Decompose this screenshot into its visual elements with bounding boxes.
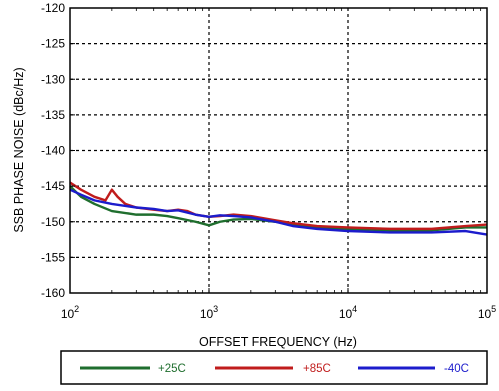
y-tick-label: -135 xyxy=(41,108,65,122)
y-tick-label: -140 xyxy=(41,144,65,158)
grid xyxy=(70,8,487,293)
y-tick-label: -120 xyxy=(41,1,65,15)
x-tick-label: 105 xyxy=(478,304,496,321)
legend-label-1: +85C xyxy=(303,363,331,375)
legend: +25C +85C -40C xyxy=(80,363,469,375)
legend-label-0: +25C xyxy=(158,363,186,375)
y-tick-label: -155 xyxy=(41,250,65,264)
series-line-0 xyxy=(69,185,487,232)
y-tick-label: -125 xyxy=(41,37,65,51)
x-axis-ticks: 102 103 104 105 xyxy=(61,8,496,321)
x-tick-label: 104 xyxy=(339,304,357,321)
series-layer xyxy=(69,181,488,236)
x-tick-label: 102 xyxy=(61,304,79,321)
y-tick-label: -130 xyxy=(41,72,65,86)
x-axis-label: OFFSET FREQUENCY (Hz) xyxy=(199,335,357,349)
y-tick-label: -160 xyxy=(41,286,65,300)
x-tick-label: 103 xyxy=(200,304,218,321)
y-axis-label: SSB PHASE NOISE (dBc/Hz) xyxy=(12,67,26,232)
y-tick-label: -145 xyxy=(41,179,65,193)
legend-label-2: -40C xyxy=(444,363,469,375)
series-line-2 xyxy=(69,188,488,236)
y-tick-label: -150 xyxy=(41,215,65,229)
y-axis-ticks: -120 -125 -130 -135 -140 -145 -150 -155 -160 xyxy=(41,1,75,300)
legend-box xyxy=(60,350,488,385)
